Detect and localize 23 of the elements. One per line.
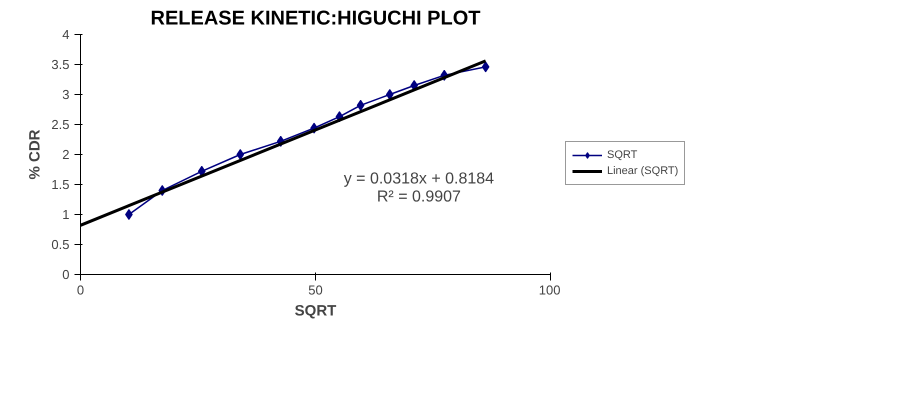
y-tick-label: 1 — [62, 207, 70, 222]
y-tick-label: 1.5 — [51, 177, 70, 192]
legend-label: SQRT — [607, 148, 638, 162]
point — [386, 89, 394, 100]
x-tick-label: 0 — [76, 282, 84, 298]
y-tick-label: 3.5 — [51, 57, 70, 72]
legend-label: Linear (SQRT) — [607, 164, 678, 178]
y-tick-label: 2 — [62, 147, 70, 162]
chart-title: RELEASE KINETIC:HIGUCHI PLOT — [150, 8, 481, 30]
point — [236, 149, 244, 160]
point — [198, 166, 206, 177]
x-tick-label: 100 — [538, 282, 561, 298]
y-tick-label: 0 — [62, 267, 70, 282]
y-tick-label: 0.5 — [51, 237, 70, 252]
y-tick-label: 4 — [62, 27, 70, 42]
annotation: R² = 0.9907 — [376, 188, 462, 206]
x-axis-title: SQRT — [294, 302, 336, 320]
point — [125, 209, 133, 220]
x-tick-label: 50 — [308, 282, 323, 298]
y-axis-title: % CDR — [26, 129, 44, 180]
annotation: y = 0.0318x + 0.8184 — [344, 170, 494, 188]
y-tick-label: 2.5 — [51, 117, 70, 132]
y-tick-label: 3 — [62, 87, 70, 102]
